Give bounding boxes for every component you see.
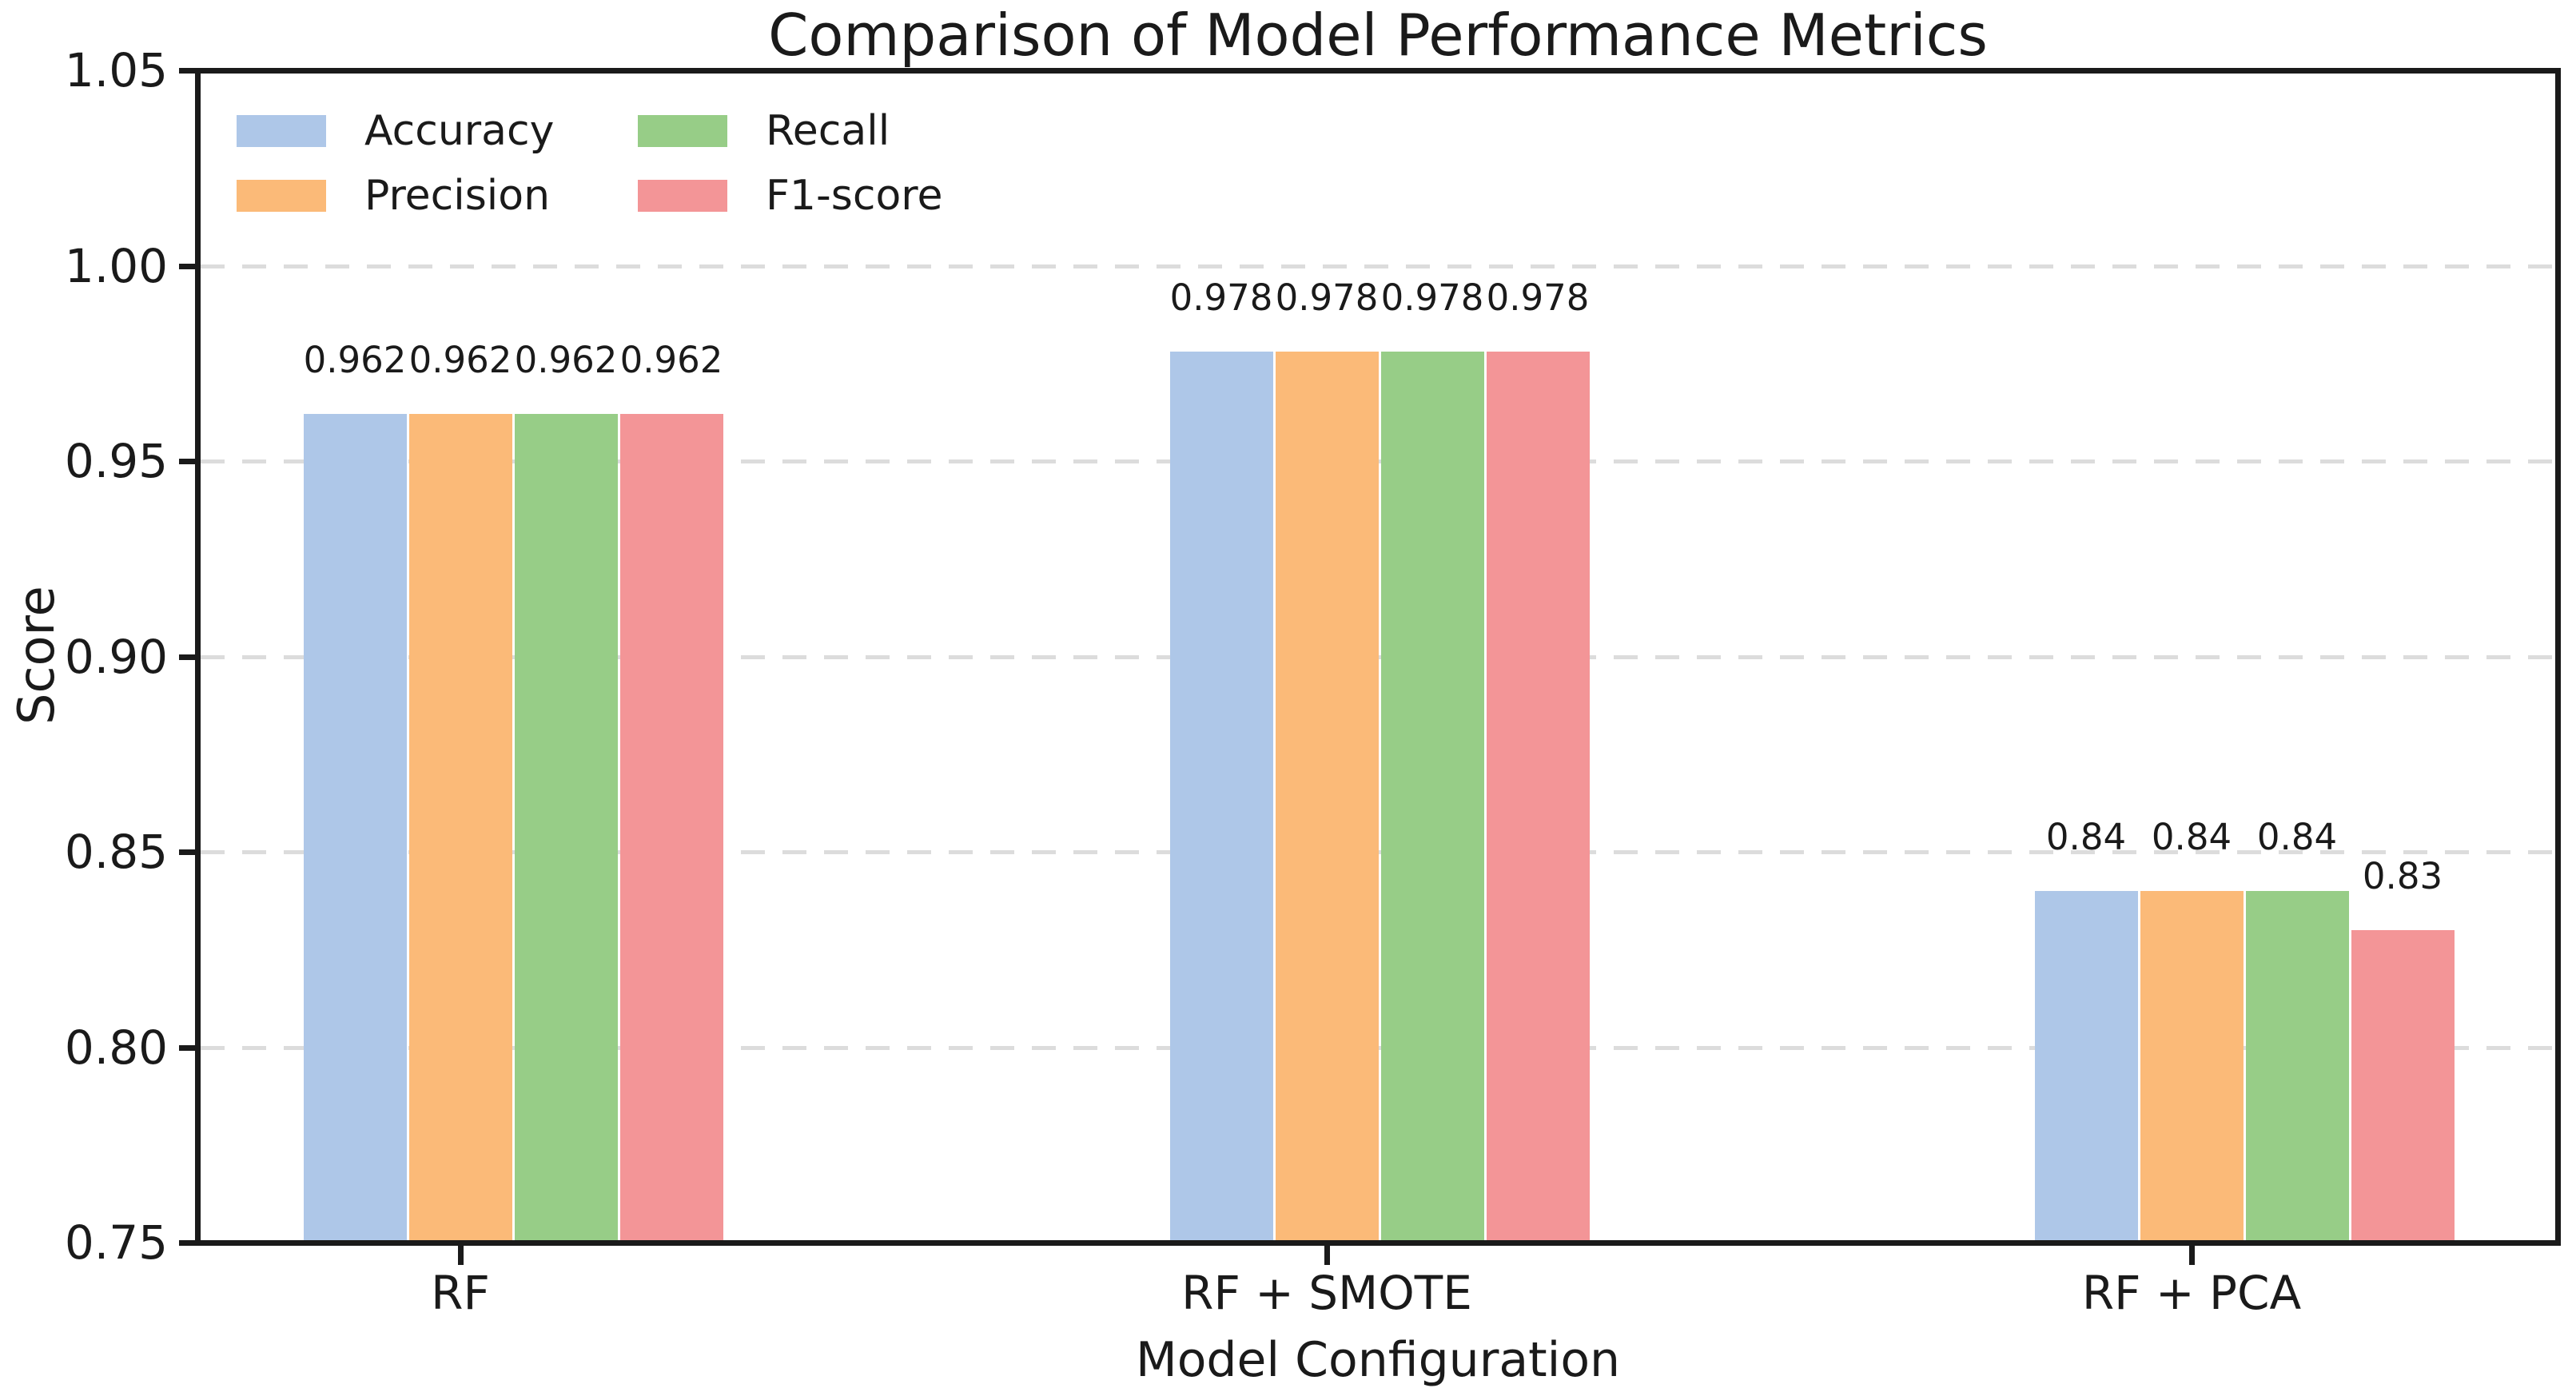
bar-value-label: 0.962 bbox=[408, 339, 512, 382]
bar-value-label: 0.962 bbox=[514, 339, 618, 382]
y-tick-label: 1.00 bbox=[64, 238, 168, 293]
legend-item-f1-score: F1-score bbox=[638, 175, 1039, 217]
x-tick-label-rf-smote: RF + SMOTE bbox=[1181, 1266, 1472, 1320]
legend-item-accuracy: Accuracy bbox=[237, 110, 638, 152]
bar-recall-rf bbox=[514, 414, 618, 1240]
legend-swatch-icon bbox=[638, 180, 727, 212]
chart-title: Comparison of Model Performance Metrics bbox=[768, 2, 1988, 69]
y-tick-label: 0.75 bbox=[64, 1215, 168, 1270]
y-tick-label: 0.85 bbox=[64, 825, 168, 879]
x-tick-label-rf-pca: RF + PCA bbox=[2081, 1266, 2302, 1320]
y-tick-mark bbox=[179, 1240, 197, 1246]
legend-label: Precision bbox=[364, 172, 551, 220]
bar-value-label: 0.978 bbox=[1486, 276, 1590, 320]
y-axis-title: Score bbox=[7, 586, 66, 725]
legend-item-recall: Recall bbox=[638, 110, 1039, 152]
legend: Accuracy Precision Recall F1-score bbox=[237, 110, 1039, 217]
y-tick-mark bbox=[179, 654, 197, 660]
y-tick-label: 0.90 bbox=[64, 629, 168, 684]
bar-accuracy-rf-pca bbox=[2034, 890, 2138, 1240]
y-tick-mark bbox=[179, 849, 197, 855]
bar-accuracy-rf-smote bbox=[1169, 352, 1273, 1240]
x-tick-mark bbox=[2189, 1246, 2195, 1265]
bar-precision-rf bbox=[408, 414, 512, 1240]
bar-value-label: 0.962 bbox=[619, 339, 723, 382]
bar-recall-rf-smote bbox=[1380, 352, 1484, 1240]
bar-value-label: 0.978 bbox=[1380, 276, 1484, 320]
x-tick-label-rf: RF bbox=[431, 1266, 490, 1320]
legend-label: F1-score bbox=[766, 172, 943, 220]
bar-f1-score-rf-pca bbox=[2351, 929, 2455, 1240]
bar-recall-rf-pca bbox=[2245, 890, 2349, 1240]
bar-value-label: 0.962 bbox=[303, 339, 407, 382]
bar-value-label: 0.978 bbox=[1169, 276, 1273, 320]
legend-swatch-icon bbox=[237, 115, 326, 147]
y-tick-label: 0.80 bbox=[64, 1020, 168, 1075]
legend-label: Accuracy bbox=[364, 107, 555, 155]
y-tick-mark bbox=[179, 68, 197, 74]
x-tick-mark bbox=[458, 1246, 464, 1265]
y-tick-mark bbox=[179, 459, 197, 464]
bar-value-label: 0.83 bbox=[2362, 854, 2443, 897]
legend-swatch-icon bbox=[638, 115, 727, 147]
x-axis-title: Model Configuration bbox=[1135, 1332, 1621, 1388]
bar-f1-score-rf-smote bbox=[1486, 352, 1590, 1240]
bar-value-label: 0.84 bbox=[2045, 815, 2127, 858]
bar-f1-score-rf bbox=[619, 414, 723, 1240]
legend-swatch-icon bbox=[237, 180, 326, 212]
legend-item-precision: Precision bbox=[237, 175, 638, 217]
gridline-y-1.00 bbox=[201, 264, 2554, 268]
y-tick-mark bbox=[179, 1044, 197, 1051]
legend-label: Recall bbox=[766, 107, 890, 155]
y-tick-label: 1.05 bbox=[64, 43, 168, 97]
bar-value-label: 0.978 bbox=[1275, 276, 1379, 320]
bar-precision-rf-pca bbox=[2140, 890, 2244, 1240]
x-tick-mark bbox=[1324, 1246, 1330, 1265]
bar-value-label: 0.84 bbox=[2256, 815, 2338, 858]
y-tick-mark bbox=[179, 263, 197, 269]
bar-value-label: 0.84 bbox=[2151, 815, 2232, 858]
bar-precision-rf-smote bbox=[1275, 352, 1379, 1240]
bar-accuracy-rf bbox=[303, 414, 407, 1240]
y-tick-label: 0.95 bbox=[64, 434, 168, 488]
